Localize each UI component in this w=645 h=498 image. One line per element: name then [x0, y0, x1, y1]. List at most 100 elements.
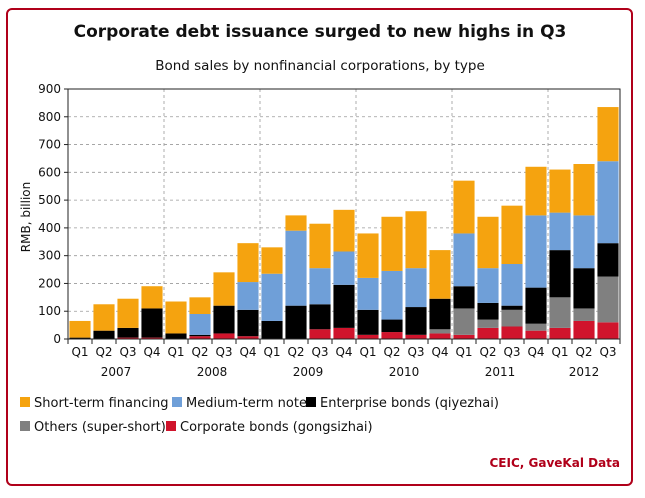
legend-swatch	[166, 421, 176, 431]
bar-segment	[237, 243, 259, 283]
bar-segment	[405, 334, 427, 339]
x-tick-label: Q4	[527, 345, 544, 359]
bar-segment	[333, 251, 355, 285]
bar-segment	[453, 233, 475, 287]
legend-swatch	[306, 397, 316, 407]
bar-segment	[549, 250, 571, 298]
plot-area-border	[67, 88, 621, 340]
bar-segment	[165, 301, 187, 334]
x-tick-label: Q4	[335, 345, 352, 359]
legend-swatch	[20, 421, 30, 431]
bar-segment	[213, 272, 235, 306]
bar-segment	[549, 212, 571, 251]
bar-segment	[261, 247, 283, 274]
x-tick-label: Q3	[599, 345, 616, 359]
bar-segment	[261, 273, 283, 321]
y-tick-label: 0	[53, 332, 61, 346]
bar-segment	[117, 337, 139, 339]
bar-segment	[525, 323, 547, 331]
bar-segment	[213, 333, 235, 339]
x-tick-label: Q1	[455, 345, 472, 359]
y-tick-label: 100	[38, 304, 61, 318]
bar-segment	[549, 297, 571, 328]
axis-layer: 0 100 200 300 400 500 600 700 800 900 Q1 Q2 Q3 Q4 Q1 Q2…	[38, 82, 621, 379]
bar-segment	[429, 329, 451, 334]
bar-segment	[453, 308, 475, 335]
bar-segment	[597, 161, 619, 244]
bar-segment	[333, 284, 355, 328]
y-tick-label: 600	[38, 165, 61, 179]
bar-segment	[381, 216, 403, 271]
x-tick-label: Q1	[359, 345, 376, 359]
year-label: 2009	[293, 365, 324, 379]
bar-segment	[501, 205, 523, 264]
bar-segment	[357, 277, 379, 310]
legend-swatch	[20, 397, 30, 407]
year-label: 2010	[389, 365, 420, 379]
bar-segment	[309, 268, 331, 305]
x-tick-label: Q3	[407, 345, 424, 359]
year-label: 2007	[101, 365, 132, 379]
bar-segment	[573, 164, 595, 216]
bar-segment	[93, 330, 115, 339]
x-tick-label: Q2	[95, 345, 112, 359]
bar-segment	[573, 268, 595, 309]
x-tick-label: Q1	[71, 345, 88, 359]
x-tick-label: Q4	[143, 345, 160, 359]
bar-segment	[429, 250, 451, 299]
bar-segment	[141, 337, 163, 339]
bars-layer	[69, 107, 619, 339]
bar-segment	[477, 327, 499, 339]
bar-segment	[381, 332, 403, 339]
bar-segment	[525, 166, 547, 216]
bar-segment	[117, 327, 139, 338]
bar-segment	[117, 298, 139, 328]
year-label: 2008	[197, 365, 228, 379]
chart-subtitle: Bond sales by nonfinancial corporations,…	[155, 58, 485, 74]
x-tick-label: Q2	[383, 345, 400, 359]
bar-segment	[333, 327, 355, 339]
bar-segment	[405, 268, 427, 308]
bar-segment	[597, 276, 619, 323]
bar-segment	[501, 309, 523, 327]
bar-segment	[381, 270, 403, 320]
bar-segment	[237, 309, 259, 337]
bar-segment	[573, 215, 595, 269]
bar-segment	[525, 287, 547, 324]
bar-segment	[405, 211, 427, 269]
bar-segment	[357, 309, 379, 335]
legend-swatch	[172, 397, 182, 407]
bar-segment	[525, 215, 547, 288]
y-tick-label: 500	[38, 193, 61, 207]
x-tick-label: Q3	[311, 345, 328, 359]
bar-segment	[501, 264, 523, 306]
x-tick-label: Q3	[503, 345, 520, 359]
y-tick-label: 700	[38, 138, 61, 152]
y-tick-label: 300	[38, 249, 61, 263]
bar-segment	[189, 334, 211, 337]
x-tick-label: Q1	[167, 345, 184, 359]
bar-segment	[141, 286, 163, 309]
x-tick-label: Q4	[431, 345, 448, 359]
bar-segment	[141, 308, 163, 338]
bar-segment	[525, 330, 547, 339]
bar-segment	[477, 216, 499, 269]
bar-segment	[261, 320, 283, 339]
legend-label: Enterprise bonds (qiyezhai)	[320, 396, 499, 411]
bar-segment	[429, 298, 451, 330]
bar-segment	[189, 336, 211, 339]
x-tick-label: Q2	[479, 345, 496, 359]
bar-segment	[357, 334, 379, 339]
bar-segment	[285, 230, 307, 306]
bar-segment	[429, 333, 451, 339]
x-tick-label: Q4	[239, 345, 256, 359]
bar-segment	[549, 327, 571, 339]
source-note: CEIC, GaveKal Data	[490, 456, 621, 470]
bar-segment	[549, 169, 571, 213]
x-tick-label: Q2	[191, 345, 208, 359]
bar-segment	[189, 314, 211, 335]
bar-segment	[573, 308, 595, 321]
y-tick-label: 400	[38, 221, 61, 235]
bar-segment	[597, 243, 619, 277]
bar-segment	[333, 209, 355, 252]
